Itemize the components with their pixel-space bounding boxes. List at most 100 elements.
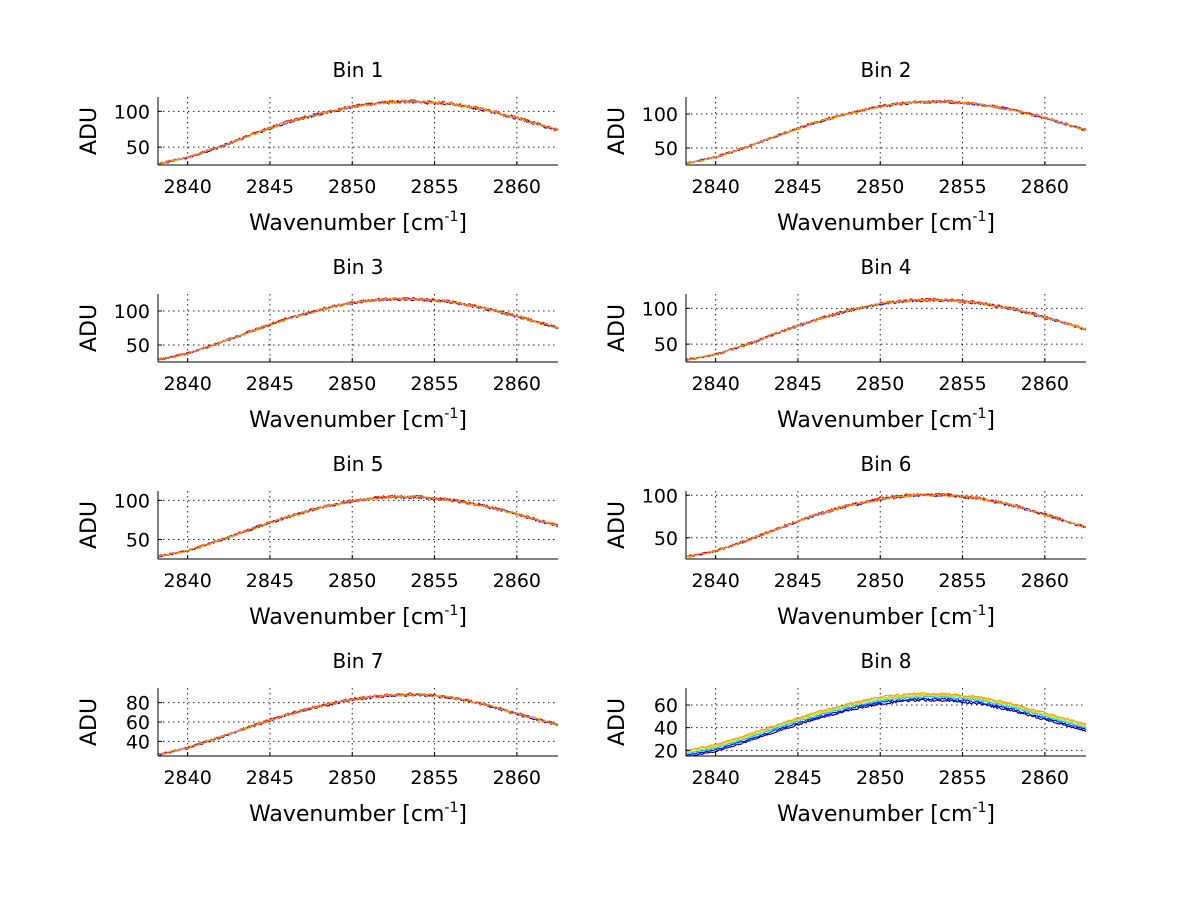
x-axis-label-close: ] bbox=[986, 211, 995, 236]
x-axis-label-text: Wavenumber [cm bbox=[777, 802, 972, 827]
series-line-3 bbox=[685, 695, 1087, 755]
y-tick-label: 60 bbox=[654, 695, 678, 717]
x-tick-label: 2855 bbox=[938, 176, 986, 198]
x-tick-label: 2845 bbox=[774, 570, 822, 592]
y-tick-label: 50 bbox=[654, 528, 678, 550]
series-line-3 bbox=[685, 493, 1087, 558]
x-tick-label: 2860 bbox=[1021, 570, 1069, 592]
subplot-title: Bin 3 bbox=[332, 255, 383, 279]
y-tick-label: 50 bbox=[126, 137, 150, 159]
y-tick-label: 50 bbox=[654, 138, 678, 160]
subplot-title: Bin 2 bbox=[860, 58, 911, 82]
series-line-1 bbox=[157, 100, 559, 165]
x-tick-label: 2845 bbox=[246, 176, 294, 198]
x-tick-label: 2850 bbox=[328, 176, 376, 198]
x-tick-label: 2850 bbox=[856, 373, 904, 395]
x-axis-label-text: Wavenumber [cm bbox=[249, 802, 444, 827]
x-tick-label: 2840 bbox=[163, 176, 211, 198]
x-axis-label-close: ] bbox=[458, 802, 467, 827]
x-tick-label: 2860 bbox=[493, 373, 541, 395]
series-line-2 bbox=[685, 99, 1087, 164]
subplot-title: Bin 5 bbox=[332, 452, 383, 476]
subplot-bin-2: Bin 2 2840 2845 2850 2855 2860 50 100 Wavenumber… bbox=[605, 58, 1087, 236]
series-line-3 bbox=[685, 298, 1087, 361]
series-line-3 bbox=[157, 495, 559, 558]
y-tick-label: 40 bbox=[126, 731, 150, 753]
x-tick-label: 2845 bbox=[774, 176, 822, 198]
series-line-3 bbox=[157, 693, 559, 756]
y-axis-label: ADU bbox=[77, 304, 102, 352]
subplot-title: Bin 7 bbox=[332, 649, 383, 673]
x-axis-label: Wavenumber [cm-1] bbox=[249, 406, 467, 433]
x-tick-label: 2840 bbox=[163, 373, 211, 395]
x-tick-label: 2840 bbox=[691, 373, 739, 395]
y-axis-label: ADU bbox=[77, 107, 102, 155]
x-axis-label-text: Wavenumber [cm bbox=[249, 211, 444, 236]
series-line-2 bbox=[685, 697, 1087, 757]
y-tick-label: 100 bbox=[114, 101, 150, 123]
series-line-2 bbox=[157, 494, 559, 558]
x-tick-label: 2845 bbox=[774, 767, 822, 789]
x-tick-label: 2855 bbox=[410, 176, 458, 198]
series-line-2 bbox=[157, 99, 559, 165]
x-axis-label-superscript: -1 bbox=[972, 209, 986, 225]
x-tick-label: 2840 bbox=[691, 570, 739, 592]
x-tick-label: 2840 bbox=[691, 767, 739, 789]
x-tick-label: 2855 bbox=[938, 373, 986, 395]
x-tick-label: 2850 bbox=[328, 373, 376, 395]
series-line-2 bbox=[685, 297, 1087, 361]
series-line-3 bbox=[158, 297, 559, 361]
x-axis-label-close: ] bbox=[458, 408, 467, 433]
x-axis-label: Wavenumber [cm-1] bbox=[777, 209, 995, 236]
x-axis-label-text: Wavenumber [cm bbox=[777, 408, 972, 433]
y-axis-label: ADU bbox=[605, 698, 630, 746]
y-axis-label: ADU bbox=[605, 107, 630, 155]
subplot-title: Bin 8 bbox=[860, 649, 911, 673]
x-tick-label: 2860 bbox=[1021, 767, 1069, 789]
x-tick-label: 2850 bbox=[856, 176, 904, 198]
x-tick-label: 2855 bbox=[410, 767, 458, 789]
x-axis-label: Wavenumber [cm-1] bbox=[249, 209, 467, 236]
y-tick-label: 100 bbox=[642, 298, 678, 320]
y-axis-label: ADU bbox=[77, 501, 102, 549]
x-tick-label: 2860 bbox=[493, 767, 541, 789]
subplot-title: Bin 1 bbox=[332, 58, 383, 82]
series-line-1 bbox=[686, 698, 1087, 757]
x-axis-label-superscript: -1 bbox=[444, 603, 458, 619]
x-tick-label: 2860 bbox=[493, 176, 541, 198]
y-tick-label: 50 bbox=[654, 334, 678, 356]
y-tick-label: 20 bbox=[654, 740, 678, 762]
series-line-2 bbox=[685, 492, 1087, 558]
x-tick-label: 2860 bbox=[1021, 176, 1069, 198]
x-axis-label: Wavenumber [cm-1] bbox=[777, 800, 995, 827]
x-tick-label: 2845 bbox=[246, 570, 294, 592]
y-axis-label: ADU bbox=[605, 501, 630, 549]
x-axis-label-text: Wavenumber [cm bbox=[777, 605, 972, 630]
x-tick-label: 2855 bbox=[410, 570, 458, 592]
x-tick-label: 2850 bbox=[328, 767, 376, 789]
x-tick-label: 2850 bbox=[856, 570, 904, 592]
series-line-3 bbox=[157, 100, 559, 165]
y-tick-label: 80 bbox=[126, 693, 150, 715]
y-tick-label: 100 bbox=[114, 301, 150, 323]
x-axis-label-superscript: -1 bbox=[444, 209, 458, 225]
x-axis-label-close: ] bbox=[986, 802, 995, 827]
x-axis-label-text: Wavenumber [cm bbox=[249, 605, 444, 630]
x-axis-label: Wavenumber [cm-1] bbox=[777, 603, 995, 630]
series-line-1 bbox=[685, 493, 1087, 558]
x-tick-label: 2845 bbox=[246, 767, 294, 789]
x-axis-label-text: Wavenumber [cm bbox=[249, 408, 444, 433]
x-tick-label: 2855 bbox=[938, 767, 986, 789]
x-tick-label: 2840 bbox=[163, 570, 211, 592]
series-line-1 bbox=[157, 495, 559, 558]
x-tick-label: 2850 bbox=[856, 767, 904, 789]
series-line-2 bbox=[157, 296, 559, 360]
y-tick-label: 100 bbox=[642, 104, 678, 126]
subplot-bin-4: Bin 4 2840 2845 2850 2855 2860 50 100 Wavenumber… bbox=[605, 255, 1087, 433]
x-tick-label: 2845 bbox=[774, 373, 822, 395]
x-tick-label: 2855 bbox=[410, 373, 458, 395]
x-axis-label-close: ] bbox=[986, 605, 995, 630]
x-axis-label-superscript: -1 bbox=[972, 800, 986, 816]
